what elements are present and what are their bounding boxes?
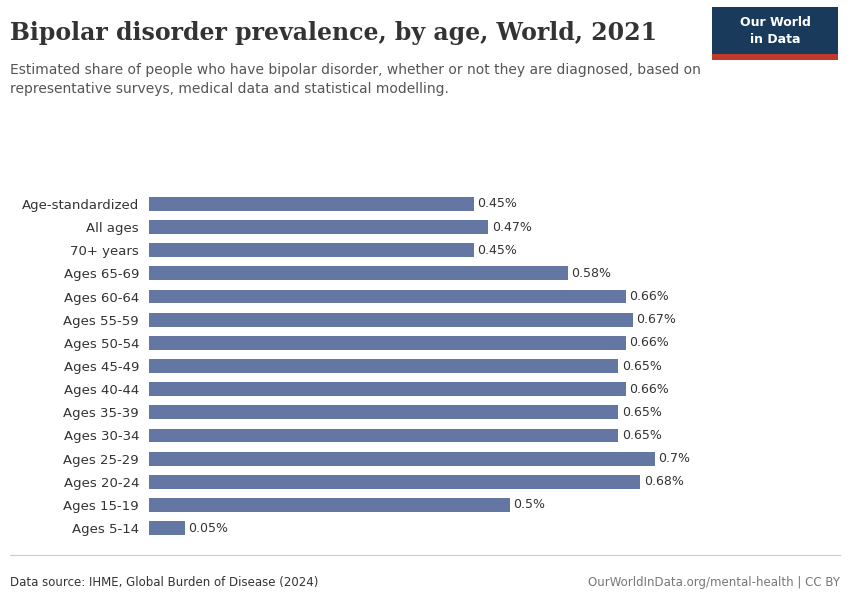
Text: 0.68%: 0.68% bbox=[643, 475, 683, 488]
Text: 0.45%: 0.45% bbox=[478, 197, 518, 211]
Text: 0.67%: 0.67% bbox=[637, 313, 677, 326]
Text: Estimated share of people who have bipolar disorder, whether or not they are dia: Estimated share of people who have bipol… bbox=[10, 63, 701, 97]
Bar bbox=[149, 498, 510, 512]
Text: 0.66%: 0.66% bbox=[629, 290, 669, 303]
Text: 0.65%: 0.65% bbox=[622, 429, 662, 442]
Bar bbox=[149, 313, 632, 326]
Text: 0.58%: 0.58% bbox=[571, 267, 611, 280]
Bar bbox=[149, 336, 626, 350]
Bar bbox=[149, 266, 568, 280]
Text: 0.5%: 0.5% bbox=[513, 499, 546, 511]
Bar bbox=[149, 382, 626, 396]
Text: 0.45%: 0.45% bbox=[478, 244, 518, 257]
Text: 0.7%: 0.7% bbox=[658, 452, 690, 465]
Bar bbox=[149, 406, 618, 419]
Bar bbox=[149, 428, 618, 442]
Text: Data source: IHME, Global Burden of Disease (2024): Data source: IHME, Global Burden of Dise… bbox=[10, 576, 319, 589]
Text: 0.05%: 0.05% bbox=[189, 521, 229, 535]
Text: Our World
in Data: Our World in Data bbox=[740, 16, 811, 46]
Text: 0.66%: 0.66% bbox=[629, 337, 669, 349]
Text: 0.65%: 0.65% bbox=[622, 359, 662, 373]
Text: Bipolar disorder prevalence, by age, World, 2021: Bipolar disorder prevalence, by age, Wor… bbox=[10, 21, 657, 45]
Bar bbox=[149, 220, 488, 234]
Bar bbox=[149, 197, 474, 211]
Bar bbox=[149, 475, 640, 489]
Bar bbox=[149, 452, 654, 466]
Bar bbox=[149, 521, 184, 535]
Text: 0.47%: 0.47% bbox=[492, 221, 532, 233]
Text: 0.66%: 0.66% bbox=[629, 383, 669, 395]
Bar bbox=[149, 243, 474, 257]
Bar bbox=[149, 359, 618, 373]
Text: OurWorldInData.org/mental-health | CC BY: OurWorldInData.org/mental-health | CC BY bbox=[588, 576, 840, 589]
Text: 0.65%: 0.65% bbox=[622, 406, 662, 419]
Bar bbox=[149, 290, 626, 304]
